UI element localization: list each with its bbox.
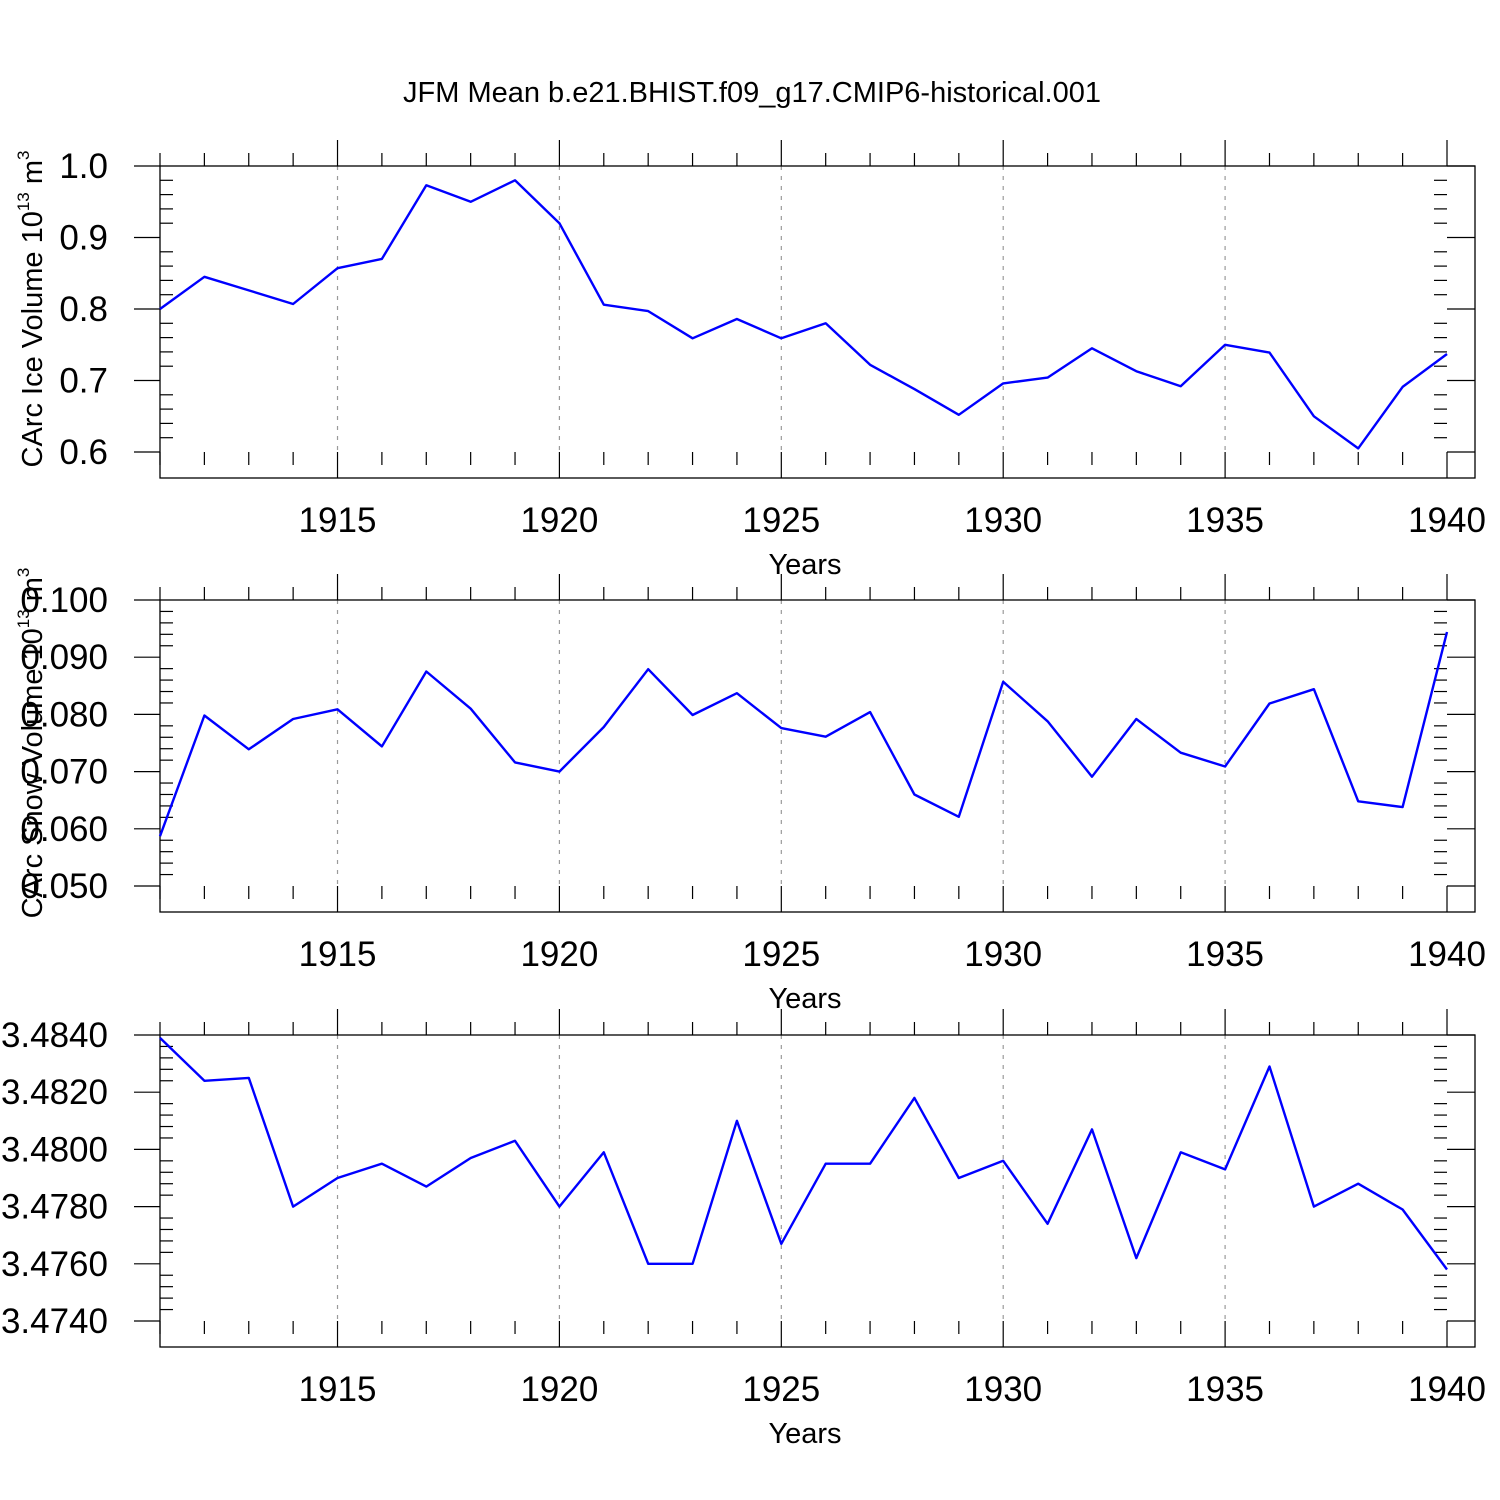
series-line bbox=[159, 179, 1448, 450]
x-tick-label: 1920 bbox=[520, 1370, 598, 1409]
y-axis-title-part: 13 bbox=[14, 609, 33, 628]
y-axis-title-part: 3 bbox=[14, 151, 33, 160]
x-tick-label: 1935 bbox=[1186, 501, 1264, 540]
x-tick-label: 1930 bbox=[964, 1370, 1042, 1409]
x-tick-label: 1940 bbox=[1408, 1370, 1486, 1409]
plot-frame bbox=[159, 165, 1476, 479]
y-axis-title-part: 13 bbox=[14, 192, 33, 211]
y-axis-title-part: 3 bbox=[14, 568, 33, 577]
x-tick-label: 1925 bbox=[742, 935, 820, 974]
plot-frame bbox=[159, 1034, 1476, 1348]
x-tick-label: 1915 bbox=[299, 935, 377, 974]
series-line bbox=[159, 1037, 1448, 1271]
y-axis-title: CArc Ice Volume 1013 m3 bbox=[14, 151, 49, 468]
y-tick-label: 0.090 bbox=[20, 638, 108, 677]
x-tick-label: 1935 bbox=[1186, 935, 1264, 974]
x-tick-label: 1925 bbox=[742, 501, 820, 540]
y-tick-label: 0.9 bbox=[59, 219, 108, 258]
x-axis-title: Years bbox=[768, 1418, 841, 1450]
y-tick-label: 3.4740 bbox=[1, 1302, 108, 1341]
panels: 0.6 0.7 0.8 0.9 1.0 1915 1920 1925 1930 1935 1940 Y… bbox=[1, 140, 1486, 1450]
y-axis-title-part: m bbox=[17, 577, 49, 609]
y-tick-label: 0.060 bbox=[20, 810, 108, 849]
y-tick-label: 3.4820 bbox=[1, 1073, 108, 1112]
y-tick-label: 0.080 bbox=[20, 695, 108, 734]
x-tick-label: 1940 bbox=[1408, 935, 1486, 974]
plot-frame bbox=[159, 599, 1476, 913]
y-tick-label: 0.050 bbox=[20, 867, 108, 906]
x-tick-label: 1915 bbox=[299, 501, 377, 540]
x-tick-label: 1940 bbox=[1408, 501, 1486, 540]
y-tick-label: 0.070 bbox=[20, 753, 108, 792]
y-tick-label: 3.4760 bbox=[1, 1245, 108, 1284]
x-tick-label: 1920 bbox=[520, 935, 598, 974]
figure-title: JFM Mean b.e21.BHIST.f09_g17.CMIP6-histo… bbox=[403, 77, 1101, 109]
y-tick-label: 3.4780 bbox=[1, 1188, 108, 1227]
x-tick-label: 1925 bbox=[742, 1370, 820, 1409]
x-tick-label: 1930 bbox=[964, 935, 1042, 974]
x-axis-title: Years bbox=[768, 983, 841, 1015]
chart-panel-3: 3.4740 3.4760 3.4780 3.4800 3.4820 3.4840 1915… bbox=[1, 1009, 1486, 1450]
chart-panel-2: 0.050 0.060 0.070 0.080 0.090 0.100 1915 1920 19… bbox=[14, 568, 1486, 1015]
y-axis-title: CArc Snow Volume 1013 m3 bbox=[14, 568, 49, 919]
y-tick-label: 3.4800 bbox=[1, 1130, 108, 1169]
y-tick-label: 0.7 bbox=[59, 362, 108, 401]
y-tick-label: 0.8 bbox=[59, 290, 108, 329]
x-tick-label: 1935 bbox=[1186, 1370, 1264, 1409]
y-axis-title-part: CArc Snow Volume 10 bbox=[17, 628, 49, 918]
y-axis-title-part: m bbox=[17, 160, 49, 192]
y-tick-label: 3.4840 bbox=[1, 1016, 108, 1055]
chart-panel-1: 0.6 0.7 0.8 0.9 1.0 1915 1920 1925 1930 1935 1940 Y… bbox=[14, 140, 1486, 581]
y-tick-label: 0.6 bbox=[59, 433, 108, 472]
y-axis-title-part: CArc Ice Volume 10 bbox=[17, 211, 49, 467]
x-tick-label: 1920 bbox=[520, 501, 598, 540]
x-tick-label: 1915 bbox=[299, 1370, 377, 1409]
x-tick-label: 1930 bbox=[964, 501, 1042, 540]
x-axis-title: Years bbox=[768, 549, 841, 581]
series-line bbox=[158, 631, 1449, 837]
y-tick-label: 1.0 bbox=[59, 147, 108, 186]
y-tick-label: 0.100 bbox=[20, 581, 108, 620]
